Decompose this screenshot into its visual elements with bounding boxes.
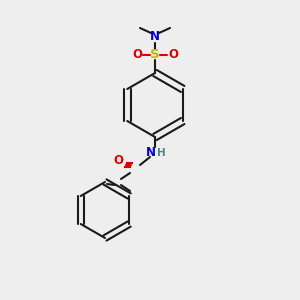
Text: H: H [157,148,165,158]
Text: N: N [146,146,156,160]
Text: N: N [150,31,160,44]
Text: S: S [150,49,160,62]
Text: O: O [168,49,178,62]
Text: O: O [132,49,142,62]
Text: O: O [113,154,123,166]
